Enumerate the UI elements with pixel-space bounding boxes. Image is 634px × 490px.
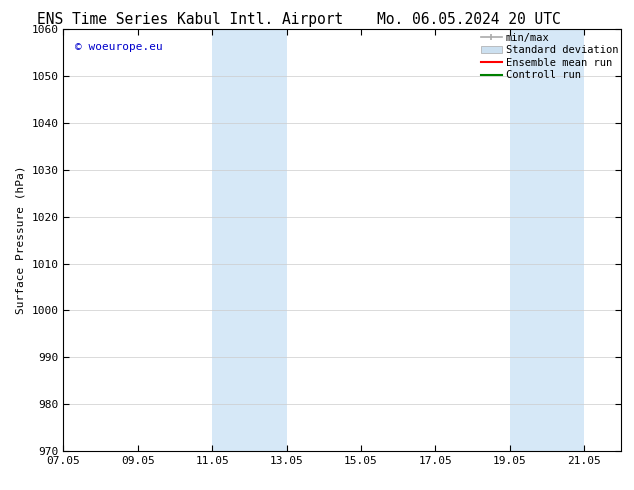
Legend: min/max, Standard deviation, Ensemble mean run, Controll run: min/max, Standard deviation, Ensemble me…: [479, 30, 620, 82]
Bar: [212, 29, 287, 451]
Text: ENS Time Series Kabul Intl. Airport: ENS Time Series Kabul Intl. Airport: [37, 12, 344, 27]
Text: © woeurope.eu: © woeurope.eu: [75, 42, 162, 52]
Bar: [510, 29, 584, 451]
Y-axis label: Surface Pressure (hPa): Surface Pressure (hPa): [16, 166, 26, 315]
Text: Mo. 06.05.2024 20 UTC: Mo. 06.05.2024 20 UTC: [377, 12, 561, 27]
